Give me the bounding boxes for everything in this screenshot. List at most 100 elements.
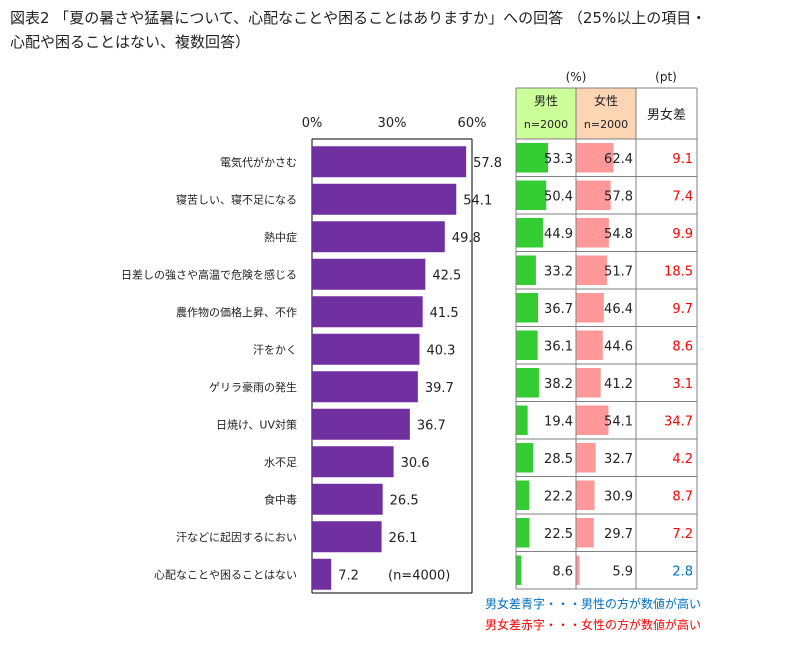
male-bar	[516, 368, 539, 398]
category-label: 汗をかく	[253, 343, 297, 356]
bar-value-label: 39.7	[425, 381, 454, 396]
chart-title-line2: 心配や困ることはない、複数回答）	[10, 33, 251, 51]
bar	[312, 258, 426, 290]
chart-title-line1: 図表2 「夏の暑さや猛暑について、心配なことや困ることはありますか」への回答 （…	[10, 9, 707, 27]
bar-value-label: 54.1	[463, 193, 492, 208]
female-bar	[576, 143, 614, 173]
male-bar	[516, 293, 539, 323]
male-bar	[516, 443, 534, 473]
diff-value: 3.1	[672, 377, 693, 392]
female-value: 44.6	[604, 339, 633, 354]
female-bar	[576, 218, 609, 248]
bar	[312, 558, 332, 590]
bar	[312, 483, 383, 515]
bar-value-label: 26.1	[389, 531, 418, 546]
table-unit-pct: (%)	[566, 70, 587, 84]
female-value: 57.8	[604, 189, 633, 204]
diff-value: 8.7	[672, 489, 693, 504]
category-label: 水不足	[264, 456, 297, 469]
category-label: ゲリラ豪雨の発生	[209, 380, 297, 394]
female-value: 54.8	[604, 227, 633, 242]
male-bar	[516, 405, 528, 435]
diff-value: 9.9	[672, 227, 693, 242]
bar	[312, 221, 445, 253]
male-bar	[516, 518, 530, 548]
male-value: 8.6	[552, 564, 573, 579]
bar	[312, 446, 394, 478]
category-label: 日焼け、UV対策	[216, 417, 297, 431]
diff-value: 18.5	[664, 264, 693, 279]
male-bar	[516, 255, 536, 285]
bar	[312, 296, 423, 328]
diff-value: 9.1	[672, 152, 693, 167]
male-value: 28.5	[544, 452, 573, 467]
male-n-label: n=2000	[524, 118, 568, 131]
sample-size-note: (n=4000)	[388, 568, 450, 583]
male-bar	[516, 218, 543, 248]
category-label: 食中毒	[264, 492, 297, 506]
bar-value-label: 49.8	[452, 231, 481, 246]
x-tick-label: 60%	[458, 116, 487, 131]
bar-value-label: 36.7	[417, 418, 446, 433]
male-value: 36.1	[544, 339, 573, 354]
bar-value-label: 26.5	[390, 493, 419, 508]
bar	[312, 521, 382, 553]
female-value: 51.7	[604, 264, 633, 279]
female-value: 62.4	[604, 152, 633, 167]
female-value: 41.2	[604, 377, 633, 392]
bar	[312, 371, 418, 403]
bar-value-label: 42.5	[432, 268, 461, 283]
female-bar	[576, 405, 609, 435]
female-bar	[576, 293, 604, 323]
male-value: 50.4	[544, 189, 573, 204]
male-value: 38.2	[544, 377, 573, 392]
female-bar	[576, 255, 608, 285]
female-bar	[576, 368, 601, 398]
female-value: 30.9	[604, 489, 633, 504]
x-tick-label: 30%	[378, 116, 407, 131]
bar-value-label: 30.6	[401, 456, 430, 471]
diff-value: 4.2	[672, 452, 693, 467]
female-value: 5.9	[612, 564, 633, 579]
bar	[312, 408, 410, 440]
male-bar	[516, 143, 548, 173]
female-value: 32.7	[604, 452, 633, 467]
category-label: 熱中症	[264, 230, 297, 244]
female-value: 46.4	[604, 302, 633, 317]
diff-value: 7.2	[672, 527, 693, 542]
female-value: 29.7	[604, 527, 633, 542]
male-value: 22.2	[544, 489, 573, 504]
male-value: 22.5	[544, 527, 573, 542]
male-value: 36.7	[544, 302, 573, 317]
female-value: 54.1	[604, 414, 633, 429]
category-label: 農作物の価格上昇、不作	[176, 305, 297, 319]
diff-value: 8.6	[672, 339, 693, 354]
female-bar	[576, 443, 596, 473]
male-value: 19.4	[544, 414, 573, 429]
male-value: 33.2	[544, 264, 573, 279]
diff-value: 9.7	[672, 302, 693, 317]
chart-title: 図表2 「夏の暑さや猛暑について、心配なことや困ることはありますか」への回答 （…	[10, 6, 800, 54]
female-bar	[576, 480, 595, 510]
male-header-cell	[516, 88, 576, 139]
bar	[312, 146, 467, 178]
bar-value-label: 7.2	[338, 568, 359, 583]
male-bar	[516, 330, 538, 360]
female-header-cell	[576, 88, 636, 139]
female-bar	[576, 518, 594, 548]
bar	[312, 183, 457, 215]
female-bar	[576, 330, 603, 360]
table-unit-pt: (pt)	[655, 70, 677, 84]
category-label: 日差しの強さや高温で危険を感じる	[121, 267, 297, 281]
female-bar	[576, 180, 611, 210]
female-n-label: n=2000	[584, 118, 628, 131]
diff-value: 34.7	[664, 414, 693, 429]
female-bar	[576, 555, 580, 585]
male-header-label: 男性	[534, 94, 558, 108]
category-label: 汗などに起因するにおい	[176, 531, 297, 544]
bar-value-label: 57.8	[473, 156, 502, 171]
bar	[312, 333, 420, 365]
diff-header-label: 男女差	[647, 107, 686, 123]
male-bar	[516, 480, 530, 510]
